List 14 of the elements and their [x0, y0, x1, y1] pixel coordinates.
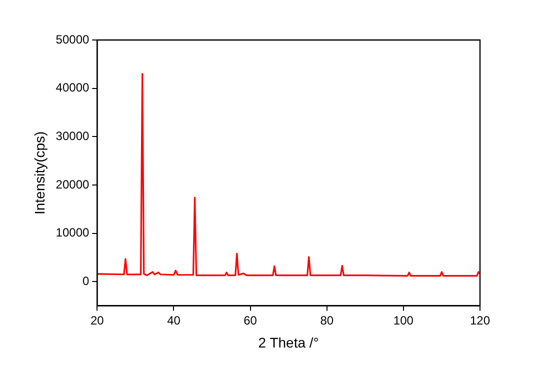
y-tick-label: 30000: [56, 128, 90, 143]
x-tick-label: 80: [320, 313, 334, 328]
y-tick-label: 40000: [56, 80, 90, 95]
x-tick-label: 20: [90, 313, 104, 328]
y-tick-label: 10000: [56, 226, 90, 240]
y-axis-title: Intensity(cps): [31, 131, 48, 215]
x-tick-label: 60: [244, 313, 258, 328]
x-tick-label: 120: [470, 313, 490, 328]
x-tick-label: 40: [167, 313, 181, 328]
y-tick-label: 0: [82, 274, 90, 288]
y-tick-label: 20000: [56, 177, 90, 192]
x-tick-label: 100: [393, 313, 414, 328]
y-tick-label: 50000: [56, 32, 90, 46]
x-axis-title: 2 Theta /°: [258, 334, 319, 350]
